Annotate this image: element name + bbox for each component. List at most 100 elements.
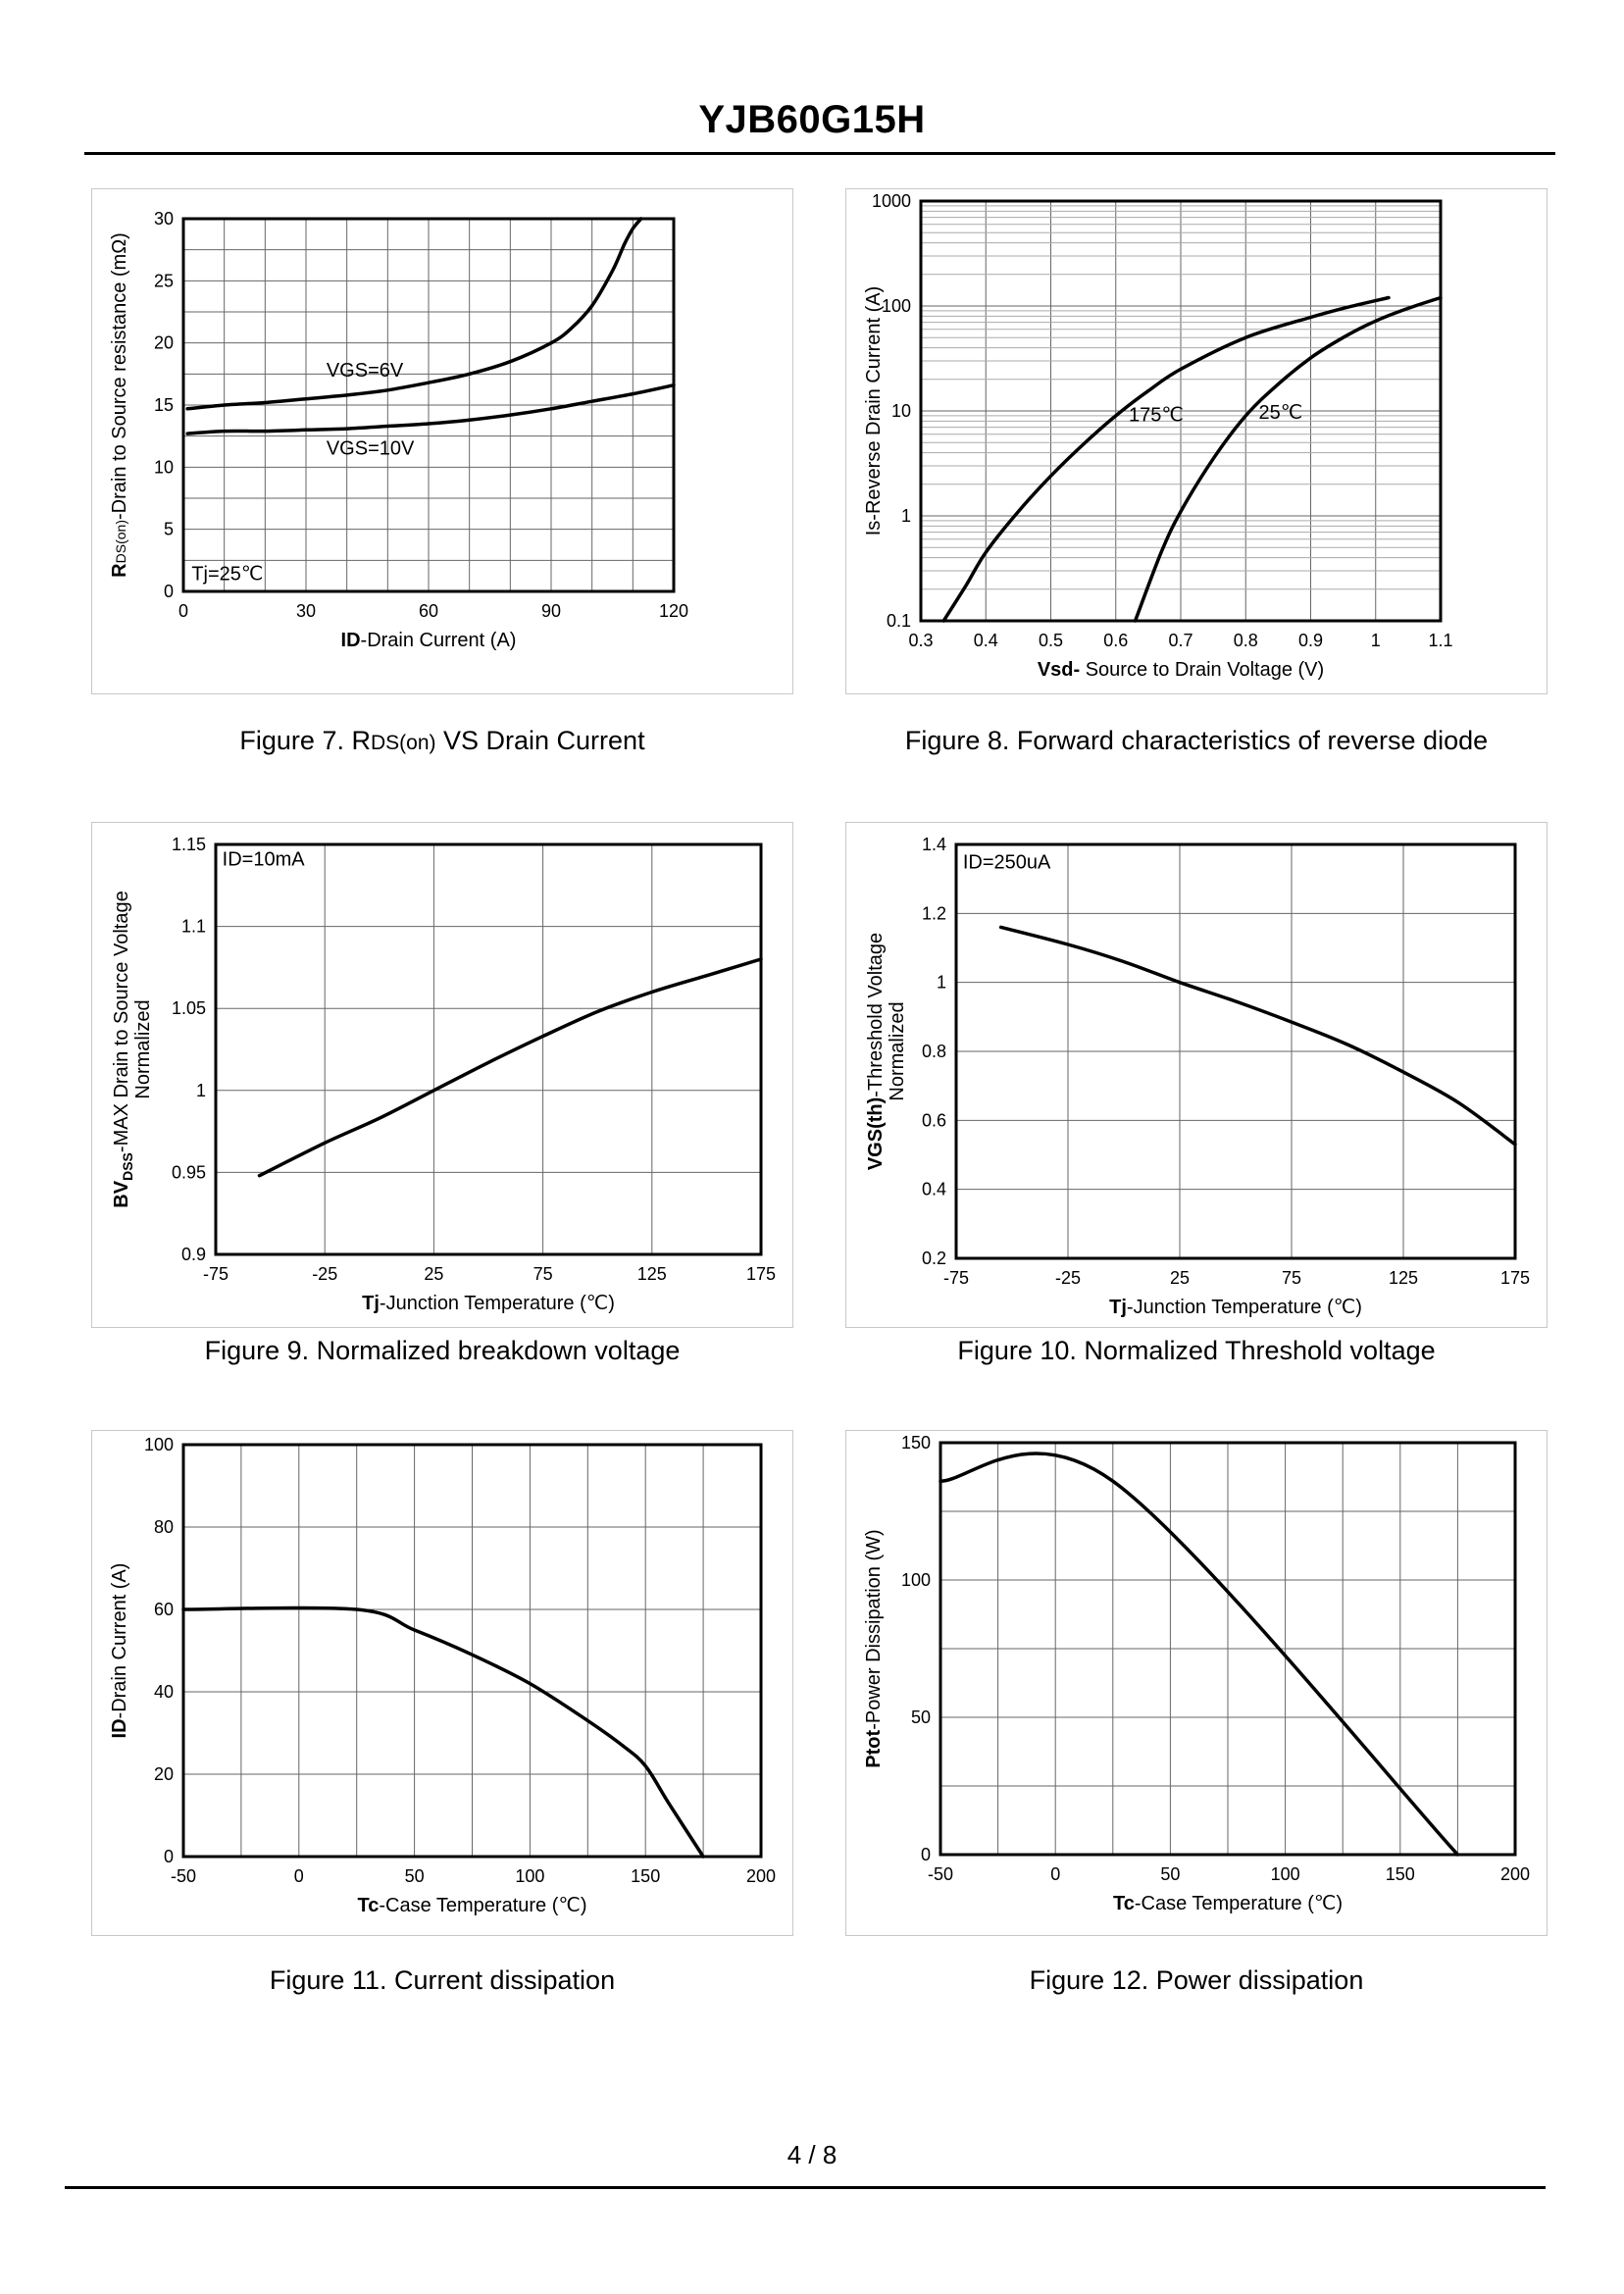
fig8-chart: 0.3 0.4 0.5 0.6 0.7 0.8 0.9 1 1.1 0.1 1 10 100 1000 Vs… [863,191,1453,681]
header-rule [84,152,1555,155]
x-tick-label: 120 [659,601,688,621]
x-tick-label: 150 [1386,1864,1415,1884]
fig7-chart: 0 30 60 90 120 0 5 10 15 20 25 30 ID-Drain Current (… [109,209,688,651]
x-tick-label: 50 [405,1866,425,1886]
fig10-caption: Figure 10. Normalized Threshold voltage [957,1336,1436,1365]
x-tick-label: 150 [631,1866,660,1886]
fig7-panel: 0 30 60 90 120 0 5 10 15 20 25 30 ID-Drain Current (… [91,188,793,694]
y-tick-label: 80 [154,1517,174,1537]
y-tick-label: 0.8 [922,1042,946,1061]
fig7-y-axis-title: RDS(on)-Drain to Source resistance (mΩ) [109,232,130,578]
series-line-175 [941,295,1391,623]
x-tick-label: 75 [1282,1268,1301,1288]
page-number: 4 / 8 [787,2140,837,2169]
y-tick-label: 15 [154,395,174,415]
x-tick-label: 0.5 [1039,631,1063,650]
fig9-panel: -75 -25 25 75 125 175 0.9 0.95 1 1.05 1.1 1.15 Tj-Ju… [91,822,793,1328]
fig12-x-axis-title: Tc-Case Temperature (℃) [1113,1893,1343,1914]
x-tick-label: 100 [1271,1864,1300,1884]
fig9-x-axis-title: Tj-Junction Temperature (℃) [362,1293,615,1314]
x-tick-label: 60 [419,601,438,621]
fig12-panel: -50 0 50 100 150 200 0 50 100 150 Tc-Case Temperat… [845,1430,1548,1936]
fig7-plot-frame [181,217,676,593]
fig10-chart: -75 -25 25 75 125 175 0.2 0.4 0.6 0.8 1 1.2 1.4 Tj-Ju… [865,835,1530,1318]
x-tick-label: 200 [1500,1864,1530,1884]
y-tick-label: 30 [154,209,174,229]
y-tick-label: 0.2 [922,1249,946,1268]
x-tick-label: 0.4 [974,631,998,650]
chart-annotation: VGS=6V [327,360,404,382]
y-tick-label: 10 [154,457,174,477]
y-tick-label: 100 [144,1435,174,1454]
x-tick-label: -50 [928,1864,953,1884]
y-tick-label: 1000 [872,191,911,211]
x-tick-label: 30 [296,601,316,621]
x-tick-label: 0.9 [1298,631,1323,650]
series-line-vgsth [998,925,1517,1147]
y-tick-label: 20 [154,333,174,353]
y-tick-label: 150 [901,1433,931,1453]
fig9-grid [215,843,762,1255]
y-tick-label: 1.1 [181,917,206,937]
y-tick-label: 100 [901,1570,931,1590]
x-tick-label: 0.6 [1103,631,1128,650]
y-tick-label: 1 [937,973,946,993]
fig12-caption: Figure 12. Power dissipation [1029,1965,1364,1995]
y-tick-label: 50 [911,1708,931,1727]
series-line-id [181,1606,705,1859]
x-tick-label: 90 [541,601,561,621]
fig9-plot-frame [214,842,763,1256]
chart-annotation: ID=10mA [223,849,306,871]
fig8-caption: Figure 8. Forward characteristics of rev… [904,726,1489,755]
y-tick-label: 1.05 [172,998,206,1018]
x-tick-label: 100 [515,1866,544,1886]
y-tick-label: 25 [154,271,174,290]
series-line-bvdss [257,957,763,1178]
x-tick-label: 0.8 [1234,631,1258,650]
fig10-plot-frame [954,842,1517,1260]
x-tick-label: -50 [171,1866,196,1886]
series-line-vgs10v [185,382,676,435]
fig8-panel: 0.3 0.4 0.5 0.6 0.7 0.8 0.9 1 1.1 0.1 1 10 100 1000 Vs… [845,188,1548,694]
y-tick-label: 0.6 [922,1110,946,1130]
x-tick-label: 125 [637,1264,667,1284]
x-tick-label: 0.7 [1168,631,1193,650]
y-tick-label: 0.95 [172,1162,206,1182]
x-tick-label: 75 [533,1264,553,1284]
fig7-caption: Figure 7. RDS(on) VS Drain Current [239,726,645,755]
y-tick-label: 100 [882,296,911,316]
document-title: YJB60G15H [698,98,926,141]
chart-annotation: VGS=10V [327,438,415,460]
series-line-ptot [939,1452,1460,1857]
fig7-x-axis-title: ID-Drain Current (A) [341,630,517,651]
x-tick-label: 25 [424,1264,443,1284]
fig12-y-axis-title: Ptot-Power Dissipation (W) [863,1529,885,1767]
fig11-panel: -50 0 50 100 150 200 0 20 40 60 80 100 Tc-Case Tempe… [91,1430,793,1936]
fig10-x-axis-title: Tj-Junction Temperature (℃) [1109,1297,1362,1318]
x-tick-label: -75 [203,1264,228,1284]
y-tick-label: 60 [154,1600,174,1619]
x-tick-label: 50 [1160,1864,1180,1884]
y-tick-label: 1.2 [922,903,946,923]
fig9-chart: -75 -25 25 75 125 175 0.9 0.95 1 1.05 1.1 1.15 Tj-Ju… [111,835,776,1314]
x-tick-label: 125 [1389,1268,1418,1288]
x-tick-label: 1 [1371,631,1381,650]
fig9-caption: Figure 9. Normalized breakdown voltage [204,1336,681,1365]
y-tick-label: 0 [164,582,174,601]
y-tick-label: 5 [164,520,174,539]
x-tick-label: 0.3 [908,631,933,650]
chart-annotation: 175℃ [1129,404,1184,426]
series-line-vgs6v [185,217,643,411]
fig9-y-axis-title: BVDSS-MAX Drain to Source Voltage [111,891,135,1207]
x-tick-label: 0 [294,1866,304,1886]
x-tick-label: -75 [943,1268,969,1288]
fig8-y-axis-title: Is-Reverse Drain Current (A) [863,286,885,536]
fig10-y-axis-title-line2: Normalized [887,1001,908,1100]
x-tick-label: 1.1 [1428,631,1452,650]
x-tick-label: -25 [1055,1268,1081,1288]
fig10-y-axis-title: VGS(th)-Threshold Voltage [865,933,887,1170]
x-tick-label: 0 [1050,1864,1060,1884]
fig11-grid [182,1444,762,1858]
fig10-grid [955,843,1516,1259]
